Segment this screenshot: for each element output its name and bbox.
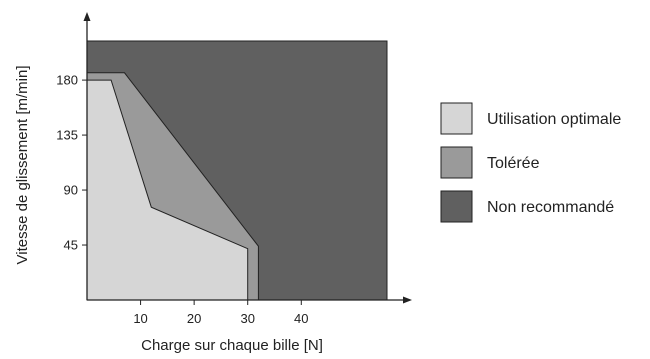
y-axis-title: Vitesse de glissement [m/min] bbox=[14, 66, 31, 265]
x-axis-title: Charge sur chaque bille [N] bbox=[141, 337, 323, 354]
x-tick-label: 10 bbox=[133, 311, 147, 326]
y-axis-arrow bbox=[83, 12, 91, 21]
x-tick-label: 20 bbox=[187, 311, 201, 326]
y-tick-label: 180 bbox=[56, 73, 78, 88]
chart-ticks: 10 20 30 40 45 90 135 180 bbox=[56, 73, 308, 326]
y-tick-label: 45 bbox=[64, 238, 78, 253]
legend-label-toleree: Tolérée bbox=[487, 155, 540, 172]
x-tick-label: 30 bbox=[240, 311, 254, 326]
legend-label-non-recommande: Non recommandé bbox=[487, 199, 614, 216]
x-axis-arrow bbox=[403, 296, 412, 304]
y-tick-label: 90 bbox=[64, 183, 78, 198]
y-tick-label: 135 bbox=[56, 128, 78, 143]
x-tick-label: 40 bbox=[294, 311, 308, 326]
chart-legend: Utilisation optimale Tolérée Non recommand… bbox=[440, 102, 621, 223]
legend-swatch-utilisation-optimale bbox=[440, 102, 473, 135]
legend-label-utilisation-optimale: Utilisation optimale bbox=[487, 111, 621, 128]
chart-regions bbox=[86, 40, 388, 301]
legend-swatch-non-recommande bbox=[440, 190, 473, 223]
legend-swatch-toleree bbox=[440, 146, 473, 179]
